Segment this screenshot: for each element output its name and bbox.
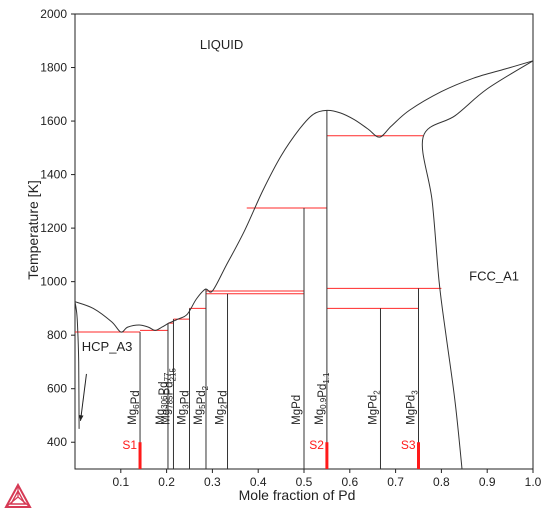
y-tick-label: 2000	[40, 7, 67, 21]
phase-boundaries	[74, 60, 534, 470]
x-tick-label: 0.5	[296, 475, 313, 489]
y-axis-title: Temperature [K]	[25, 180, 41, 280]
y-tick-label: 1600	[40, 114, 67, 128]
invariant-lines	[75, 135, 442, 333]
phase-label: MgPd3	[406, 390, 420, 425]
phase-label: Mg785Pd215	[160, 368, 177, 425]
x-tick-label: 0.6	[341, 475, 358, 489]
phase-label: Mg3Pd	[177, 390, 192, 425]
x-tick-label: 0.8	[433, 475, 450, 489]
x-tick-label: 1.0	[525, 475, 542, 489]
y-tick-label: 1200	[40, 221, 67, 235]
x-tick-label: 0.4	[250, 475, 267, 489]
fcc-boundary-curve	[421, 60, 534, 470]
liquidus-curve	[74, 60, 534, 333]
x-tick-label: 0.2	[158, 475, 175, 489]
y-tick-label: 400	[47, 435, 67, 449]
x-tick-label: 0.1	[112, 475, 129, 489]
logo-icon	[4, 482, 32, 508]
hcp-pointer-line	[79, 373, 87, 421]
y-tick-label: 1800	[40, 61, 67, 75]
sample-label: S3	[401, 438, 416, 452]
region-label: LIQUID	[200, 37, 243, 52]
region-label: HCP_A3	[82, 339, 133, 354]
phase-label: Mg0.9Pd1.1	[314, 372, 331, 425]
region-label: FCC_A1	[469, 268, 519, 283]
sample-markers: S1 S2 S3	[122, 438, 420, 469]
phase-label: Mg6Pd	[127, 390, 142, 425]
y-tick-label: 600	[47, 382, 67, 396]
x-axis-title: Mole fraction of Pd	[239, 487, 356, 503]
phase-label: MgPd	[291, 395, 303, 425]
x-tick-label: 0.9	[479, 475, 496, 489]
phase-label: Mg5Pd2	[193, 385, 210, 425]
phase-label: Mg306Pd77	[155, 372, 172, 425]
axis-ticks: 0.1 0.2 0.3 0.4 0.5 0.6 0.7 0.8 0.9 1.0 400 600 800 1…	[40, 7, 541, 489]
y-tick-label: 1400	[40, 168, 67, 182]
x-tick-label: 0.7	[387, 475, 404, 489]
phase-label: MgPd2	[367, 390, 381, 425]
y-tick-label: 800	[47, 328, 67, 342]
arrow-head-icon	[78, 415, 84, 421]
x-tick-label: 0.3	[204, 475, 221, 489]
hcp-solvus-curve	[74, 301, 80, 429]
sample-label: S1	[122, 438, 137, 452]
sample-label: S2	[309, 438, 324, 452]
annotations: LIQUID FCC_A1 HCP_A3 Mg6Pd Mg306Pd77Mg785Pd2…	[82, 37, 519, 425]
phase-label: Mg2Pd	[215, 390, 230, 425]
y-tick-label: 1000	[40, 275, 67, 289]
